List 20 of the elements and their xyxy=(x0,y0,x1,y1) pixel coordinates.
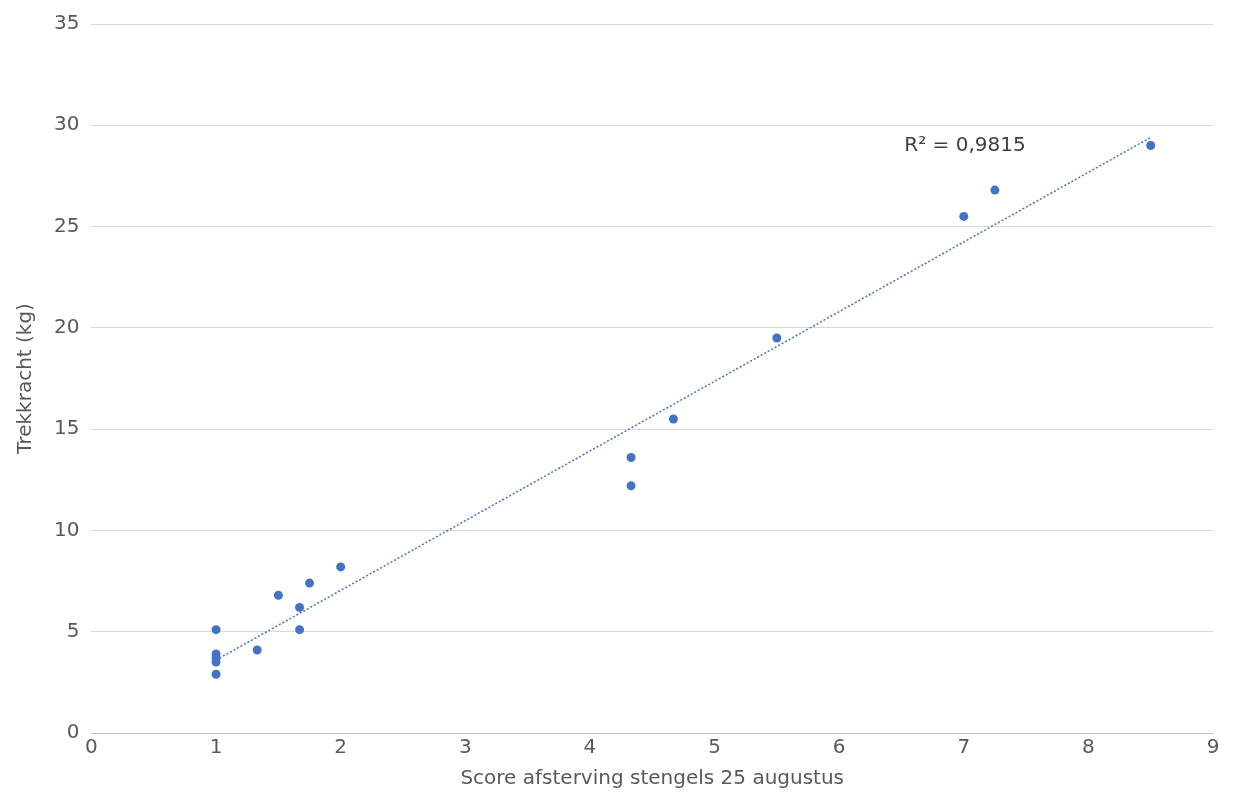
x-tick-label: 6 xyxy=(832,734,846,759)
y-tick-label: 15 xyxy=(54,415,80,440)
x-tick-label: 7 xyxy=(957,734,971,759)
x-tick-label: 0 xyxy=(85,734,98,759)
x-tick-label: 4 xyxy=(583,734,597,759)
y-tick-label: 20 xyxy=(54,314,80,339)
x-tick-label: 8 xyxy=(1082,734,1095,759)
x-tick-label: 3 xyxy=(458,734,472,759)
y-tick-label: 30 xyxy=(54,111,80,136)
y-tick-label: 25 xyxy=(54,212,80,237)
x-tick-label: 5 xyxy=(708,734,721,759)
x-tick-label: 9 xyxy=(1206,734,1220,759)
y-tick-label: 5 xyxy=(66,617,80,642)
annotation: R² = 0,9815 xyxy=(904,132,1026,157)
x-axis-title: Score afsterving stengels 25 augustus xyxy=(460,765,845,790)
y-axis-title: Trekkracht (kg) xyxy=(12,303,37,455)
y-tick-label: 10 xyxy=(54,516,80,541)
y-tick-label: 35 xyxy=(54,10,80,35)
x-tick-label: 1 xyxy=(209,734,223,759)
x-tick-label: 2 xyxy=(334,734,348,759)
